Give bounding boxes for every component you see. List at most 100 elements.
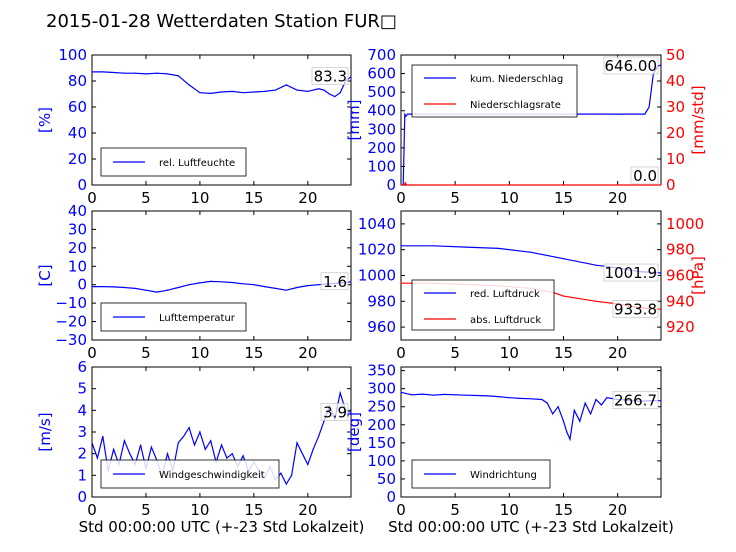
data-point — [123, 440, 125, 442]
data-point — [318, 284, 320, 286]
data-point — [404, 182, 406, 184]
panel-humidity: 0 5 10 15 20 0 20 40 60 80 100 [%] 83.3 rel. Luftfeuc… — [36, 46, 352, 207]
y-tick-label: 200 — [367, 416, 396, 434]
legend-label: rel. Luftfeuchte — [159, 158, 235, 169]
data-point — [562, 420, 565, 422]
data-point — [519, 397, 521, 399]
data-point — [307, 90, 309, 92]
y-tick-label: 20 — [68, 239, 87, 257]
data-point — [291, 474, 293, 476]
x-axis-label: Std 00:00:00 UTC (+-23 Std Lokalzeit) — [388, 518, 674, 536]
data-point — [307, 285, 309, 287]
last-value-label: 3.9 — [323, 404, 347, 422]
data-point — [231, 453, 233, 455]
data-point — [350, 76, 352, 78]
y-tick-label: 100 — [58, 46, 87, 64]
y2-axis-label: [hPa] — [689, 256, 707, 295]
data-point — [91, 442, 93, 444]
y-tick-label: 0 — [386, 488, 396, 506]
data-point — [145, 289, 147, 291]
data-point — [140, 444, 142, 446]
data-point — [406, 113, 409, 115]
last-value2-label: 0.0 — [633, 167, 657, 185]
x-tick-label: 20 — [298, 344, 317, 362]
data-point — [102, 286, 104, 288]
data-point — [96, 457, 98, 459]
legend-label: Windrichtung — [470, 470, 537, 481]
data-point — [660, 308, 662, 310]
data-point — [541, 398, 543, 401]
x-tick-label: 15 — [244, 501, 263, 519]
data-point — [595, 264, 597, 266]
data-point — [296, 89, 298, 91]
x-tick-label: 0 — [87, 501, 97, 519]
data-point — [573, 409, 575, 411]
data-point — [350, 411, 352, 414]
data-point — [584, 402, 586, 404]
humidity-frame — [91, 54, 352, 186]
x-tick-label: 0 — [396, 189, 406, 207]
data-point — [193, 444, 196, 446]
data-point — [422, 393, 424, 395]
y-tick-label: 1 — [77, 466, 87, 484]
legend-label: kum. Niederschlag — [470, 74, 563, 85]
data-point — [280, 472, 282, 474]
value-label-box — [320, 272, 349, 291]
x-tick-label: 0 — [87, 189, 97, 207]
data-point — [264, 90, 266, 92]
y-tick-label: 100 — [367, 157, 396, 175]
data-point — [113, 286, 115, 288]
data-point — [339, 92, 341, 94]
data-point — [644, 113, 646, 115]
data-point — [530, 398, 532, 400]
data-point — [606, 397, 608, 399]
series-line-lufttemperatur — [92, 280, 352, 293]
x-tick-label: 15 — [554, 501, 573, 519]
value-label-box — [612, 299, 659, 318]
y-tick-label: 50 — [377, 470, 396, 488]
data-point — [199, 92, 201, 94]
data-point — [350, 281, 352, 283]
series-line-rel-luftfeuchte — [92, 71, 352, 98]
y-tick-label: 3 — [77, 423, 87, 441]
data-point — [156, 291, 158, 293]
x-tick-label: 20 — [298, 189, 317, 207]
y2-tick-label: 20 — [666, 124, 685, 142]
data-point — [595, 300, 597, 302]
data-point — [307, 463, 309, 466]
data-point — [177, 286, 179, 289]
data-point — [400, 184, 402, 186]
y-tick-label: 0 — [77, 276, 87, 294]
data-point — [318, 435, 320, 437]
data-point — [487, 395, 489, 397]
y-tick-label: 960 — [367, 318, 396, 336]
y-tick-label: 30 — [68, 220, 87, 238]
x-tick-label: 5 — [450, 344, 460, 362]
y-tick-label: 10 — [68, 257, 87, 275]
data-point — [253, 91, 255, 93]
direction-frame — [400, 366, 662, 498]
y-axis-label: [%] — [36, 107, 54, 133]
figure-title: 2015-01-28 Wetterdaten Station FUR□ — [46, 11, 397, 32]
data-point — [231, 90, 233, 92]
data-point — [312, 448, 314, 450]
data-point — [566, 431, 568, 433]
data-point — [301, 453, 303, 455]
y2-tick-label: 10 — [666, 150, 685, 168]
data-point — [403, 184, 405, 186]
data-point — [129, 453, 131, 455]
data-point — [600, 404, 603, 406]
data-point — [210, 92, 212, 94]
data-point — [660, 400, 662, 402]
data-point — [188, 427, 190, 429]
y-tick-label: 4 — [77, 401, 87, 419]
data-point — [242, 283, 244, 285]
y-tick-label: 40 — [68, 124, 87, 142]
data-point — [199, 282, 201, 284]
y-tick-label: 400 — [367, 102, 396, 120]
data-point — [648, 106, 650, 108]
x-tick-label: 10 — [190, 189, 209, 207]
data-point — [177, 75, 179, 77]
value-label-box — [320, 403, 349, 421]
